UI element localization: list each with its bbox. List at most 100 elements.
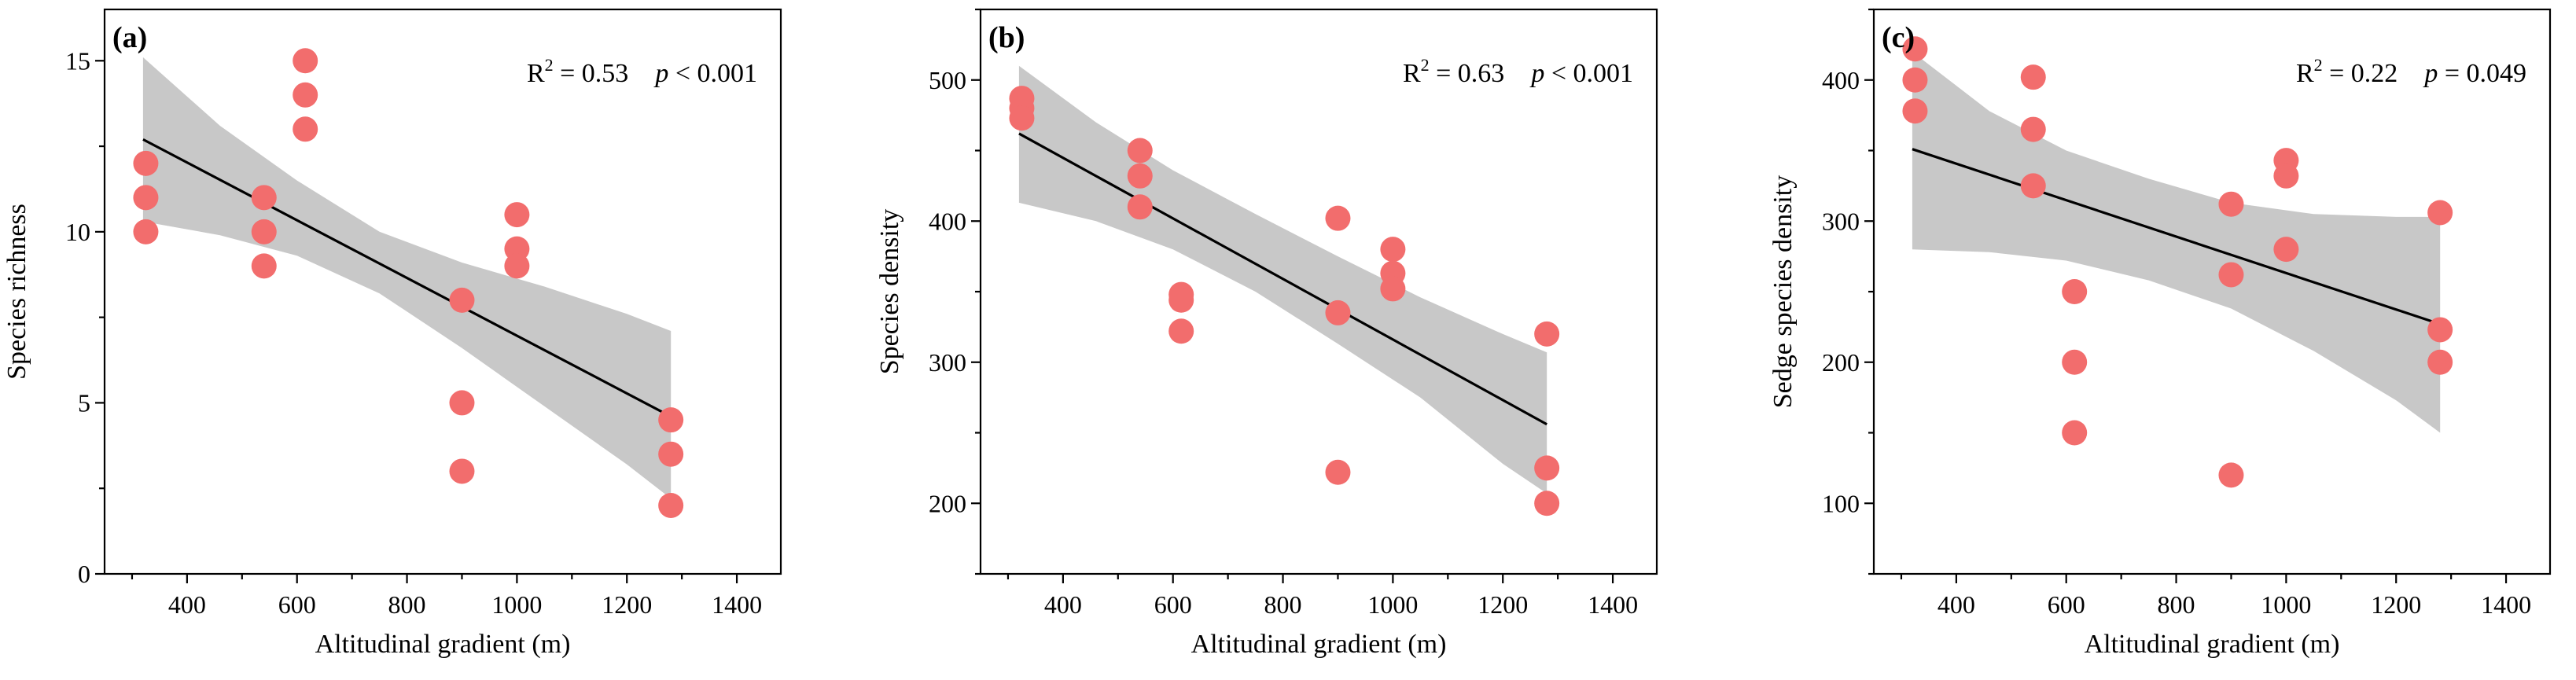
panel-label: (c) (1882, 21, 1915, 54)
confidence-band (1912, 51, 2441, 433)
y-tick-label: 200 (1822, 348, 1860, 377)
x-tick-label: 400 (168, 590, 206, 619)
y-tick-label: 300 (929, 348, 966, 377)
y-tick-label: 500 (929, 66, 966, 94)
r2-superscript: 2 (545, 55, 554, 75)
data-point (133, 150, 159, 176)
data-point (2427, 200, 2453, 226)
r2-superscript: 2 (1421, 55, 1430, 75)
p-label: p (653, 59, 668, 88)
data-point (2218, 462, 2244, 488)
y-axis-label: Sedge species density (1768, 175, 1798, 409)
data-point (1902, 98, 1928, 124)
data-point (1534, 491, 1560, 516)
data-point (449, 287, 475, 313)
y-tick-label: 100 (1822, 489, 1860, 517)
data-point (2062, 349, 2088, 375)
data-point (504, 202, 530, 228)
r2-value: = 0.63 (1430, 59, 1532, 88)
data-point (2218, 191, 2244, 217)
data-point (2062, 420, 2088, 446)
data-point (2062, 279, 2088, 304)
p-value: < 0.001 (668, 59, 757, 88)
r2-label: R (527, 59, 545, 88)
x-tick-label: 1000 (1367, 590, 1418, 619)
x-axis-label: Altitudinal gradient (m) (1191, 630, 1447, 659)
stats-annotation: R2 = 0.63 p < 0.001 (1403, 55, 1633, 88)
regression-line (142, 138, 672, 418)
x-axis-label: Altitudinal gradient (m) (315, 630, 571, 659)
x-tick-label: 1200 (2371, 590, 2421, 619)
x-tick-label: 1400 (712, 590, 762, 619)
regression-line (1912, 148, 2441, 325)
panel-label: (b) (988, 21, 1025, 54)
data-point (1534, 321, 1560, 347)
plot-frame (103, 8, 782, 575)
data-point (449, 458, 475, 484)
data-point (1009, 105, 1035, 131)
data-point (1325, 300, 1351, 325)
y-tick-label: 10 (65, 218, 90, 246)
data-point (1168, 318, 1194, 344)
r2-label: R (2296, 59, 2314, 88)
data-point (1127, 194, 1153, 220)
data-point (293, 48, 318, 74)
x-tick-label: 1400 (1588, 590, 1638, 619)
data-point (1380, 276, 1406, 302)
y-tick-label: 0 (78, 560, 90, 588)
x-axis-label: Altitudinal gradient (m) (2085, 630, 2340, 659)
y-tick-label: 400 (1822, 66, 1860, 94)
stats-annotation: R2 = 0.53 p < 0.001 (527, 55, 757, 88)
x-tick-label: 800 (388, 590, 426, 619)
data-point (2273, 163, 2299, 189)
data-point (658, 492, 684, 518)
data-point (2273, 237, 2299, 263)
x-tick-label: 400 (1044, 590, 1082, 619)
regression-line (1018, 132, 1547, 426)
data-point (2427, 317, 2453, 343)
data-point (2427, 349, 2453, 375)
p-value: = 0.049 (2438, 59, 2526, 88)
data-point (2218, 262, 2244, 288)
r2-value: = 0.53 (554, 59, 656, 88)
x-tick-label: 1200 (1478, 590, 1528, 619)
y-axis-label: Species density (875, 209, 904, 375)
data-point (293, 116, 318, 142)
data-point (658, 407, 684, 433)
y-tick-label: 400 (929, 207, 966, 235)
panel-c: 400 600 800 1000 1200 1400 100 200 300 400 Altitud… (1768, 8, 2552, 659)
data-point (449, 390, 475, 416)
r2-superscript: 2 (2314, 55, 2323, 75)
panel-b: 400 600 800 1000 1200 1400 200 300 400 500 Altitud… (875, 8, 1658, 659)
x-tick-label: 400 (1938, 590, 1975, 619)
data-point (1534, 455, 1560, 481)
data-point (1325, 205, 1351, 231)
p-label: p (1529, 59, 1544, 88)
y-tick-label: 5 (78, 388, 90, 417)
data-point (1127, 163, 1153, 189)
data-point (1168, 287, 1194, 313)
data-point (251, 253, 277, 279)
x-tick-label: 1400 (2481, 590, 2531, 619)
data-point (2020, 173, 2046, 199)
x-tick-label: 1000 (491, 590, 542, 619)
data-point (1902, 36, 1928, 62)
y-tick-label: 200 (929, 489, 966, 517)
data-point (251, 219, 277, 244)
data-point (658, 441, 684, 467)
x-tick-label: 600 (278, 590, 316, 619)
data-point (1902, 67, 1928, 93)
x-tick-label: 800 (2158, 590, 2195, 619)
p-value: < 0.001 (1544, 59, 1633, 88)
data-point (504, 253, 530, 279)
x-tick-label: 600 (2048, 590, 2085, 619)
panel-label: (a) (112, 21, 147, 54)
data-point (251, 185, 277, 211)
data-point (1380, 237, 1406, 263)
stats-annotation: R2 = 0.22 p = 0.049 (2296, 55, 2526, 88)
x-tick-label: 600 (1154, 590, 1192, 619)
y-axis-label: Species richness (2, 204, 31, 380)
x-tick-label: 800 (1264, 590, 1302, 619)
data-point (133, 185, 159, 211)
